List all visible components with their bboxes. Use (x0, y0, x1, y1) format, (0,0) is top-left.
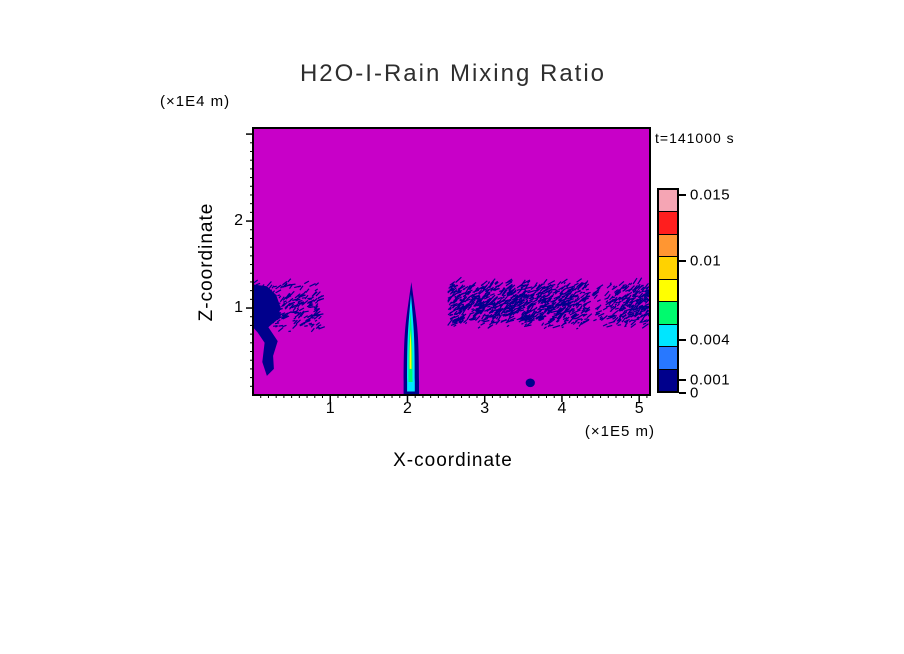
x-tick-label: 5 (634, 400, 644, 417)
x-tick-label: 4 (557, 400, 567, 417)
x-tick-label: 2 (403, 400, 412, 417)
colorbar-tick (679, 378, 686, 381)
colorbar-tick (679, 339, 686, 342)
z-tick-label: 1 (234, 299, 243, 317)
colorbar-segment (659, 369, 677, 391)
colorbar-label: 0.01 (690, 252, 722, 270)
colorbar-label: 0 (690, 384, 699, 402)
colorbar (657, 188, 679, 393)
colorbar-segment (659, 279, 677, 303)
plot-border (252, 127, 651, 396)
axis-ticks (246, 133, 648, 402)
x-tick-label: 1 (325, 400, 335, 417)
z-tick-label: 2 (234, 212, 243, 230)
colorbar-tick (679, 392, 686, 394)
colorbar-segment (659, 302, 677, 325)
colorbar-label: 0.001 (690, 371, 731, 389)
chart-title: H2O-I-Rain Mixing Ratio (299, 60, 607, 87)
timestamp-label: t=141000 s (655, 130, 735, 146)
colorbar-tick (679, 259, 686, 262)
colorbar-segment (659, 234, 677, 258)
heatmap-features (253, 276, 650, 395)
colorbar-segment (659, 347, 677, 370)
x-tick-label: 3 (480, 400, 490, 417)
colorbar-segments (659, 190, 677, 391)
z-axis-unit-label: (×1E4 m) (160, 93, 231, 110)
colorbar-tick (679, 193, 686, 196)
x-axis-unit-label: (×1E5 m) (584, 423, 655, 440)
plot-area (246, 127, 651, 402)
colorbar-segment (659, 190, 677, 213)
x-axis-title: X-coordinate (393, 450, 513, 471)
colorbar-segment (659, 257, 677, 280)
colorbar-segment (659, 212, 677, 235)
z-axis-title: Z-coordinate (196, 202, 217, 322)
colorbar-label: 0.015 (690, 186, 731, 204)
colorbar-segment (659, 324, 677, 348)
colorbar-label: 0.004 (690, 331, 731, 349)
plot-background (253, 128, 650, 395)
